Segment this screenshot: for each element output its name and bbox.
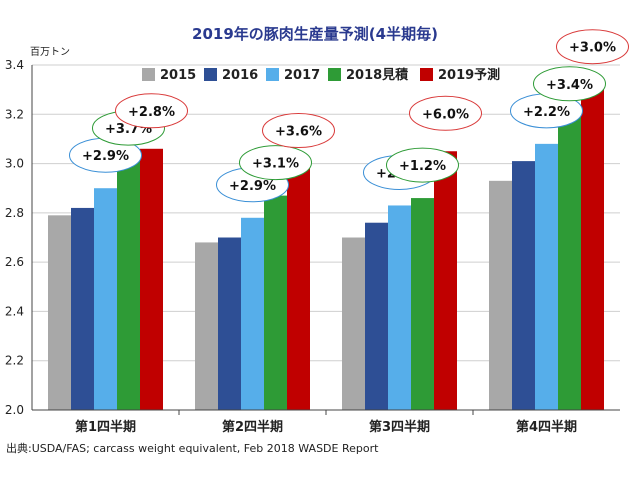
annotation-bubble xyxy=(533,66,606,102)
bar-2018見積-1 xyxy=(264,195,287,410)
y-tick-label: 3.4 xyxy=(5,58,24,72)
bar-2019予測-1 xyxy=(287,168,310,410)
y-tick-label: 3.2 xyxy=(5,107,24,121)
bar-2016-1 xyxy=(218,237,241,410)
annotations: +2.9%+3.7%+2.8%+2.9%+3.1%+3.6%+2.3%+1.2%… xyxy=(69,29,629,203)
bar-2019予測-3 xyxy=(581,84,604,410)
axes: 2.0 2.2 2.4 2.6 2.8 3.0 3.2 3.4 第1四半期 第2四半期 第3四半期 第… xyxy=(5,58,620,435)
y-axis-unit-label: 百万トン xyxy=(30,46,70,58)
annotation-label: +2.2% xyxy=(523,105,570,120)
annotation-label: +1.2% xyxy=(399,159,446,174)
annotation-label: +3.0% xyxy=(569,41,616,56)
legend-label-2019予測: 2019予測 xyxy=(438,67,500,83)
legend-label-2018見積: 2018見積 xyxy=(346,67,409,83)
legend-swatch-2017 xyxy=(266,68,279,81)
legend-swatch-2016 xyxy=(204,68,217,81)
bar-2015-1 xyxy=(195,242,218,410)
annotation-label: +3.4% xyxy=(546,78,593,93)
bar-2016-0 xyxy=(71,207,94,410)
bar-2017-1 xyxy=(241,217,264,410)
legend: 2015 2016 2017 2018見積 2019予測 xyxy=(142,67,500,83)
y-tick-label: 2.8 xyxy=(5,206,24,220)
annotation-label: +2.9% xyxy=(229,179,276,194)
y-tick-label: 2.6 xyxy=(5,255,24,269)
annotation-bubble xyxy=(409,95,482,131)
bar-2017-0 xyxy=(94,188,117,410)
legend-swatch-2019予測 xyxy=(420,68,433,81)
legend-label-2016: 2016 xyxy=(222,68,258,83)
bar-2016-2 xyxy=(365,222,388,410)
bar-2015-0 xyxy=(48,215,71,410)
annotation-bubble xyxy=(556,29,629,65)
annotation-label: +3.1% xyxy=(252,157,299,172)
bar-2017-3 xyxy=(535,143,558,410)
bar-2015-3 xyxy=(489,180,512,410)
bar-2015-2 xyxy=(342,237,365,410)
annotation-bubble xyxy=(239,145,312,181)
bar-2019予測-0 xyxy=(140,148,163,411)
y-tick-label: 3.0 xyxy=(5,157,24,171)
annotation-bubble xyxy=(386,147,459,183)
annotation-label: +2.8% xyxy=(128,105,175,120)
legend-swatch-2018見積 xyxy=(328,68,341,81)
bars xyxy=(48,84,604,411)
x-category-label: 第3四半期 xyxy=(369,419,430,435)
y-tick-label: 2.0 xyxy=(5,403,24,417)
bar-2018見積-2 xyxy=(411,198,434,410)
annotation-label: +6.0% xyxy=(422,107,469,122)
y-tick-label: 2.4 xyxy=(5,304,24,318)
x-category-label: 第1四半期 xyxy=(75,419,136,435)
legend-label-2017: 2017 xyxy=(284,68,320,83)
source-note: 出典:USDA/FAS; carcass weight equivalent, … xyxy=(6,441,379,455)
legend-swatch-2015 xyxy=(142,68,155,81)
bar-2018見積-3 xyxy=(558,116,581,410)
y-tick-label: 2.2 xyxy=(5,354,24,368)
annotation-bubble xyxy=(262,113,335,148)
bar-2016-3 xyxy=(512,161,535,410)
chart-title: 2019年の豚肉生産量予測(4半期毎) xyxy=(192,25,438,43)
legend-label-2015: 2015 xyxy=(160,68,196,83)
bar-2017-2 xyxy=(388,205,411,410)
x-category-label: 第2四半期 xyxy=(222,419,283,435)
bar-2019予測-2 xyxy=(434,151,457,410)
x-category-label: 第4四半期 xyxy=(516,419,577,435)
annotation-label: +2.9% xyxy=(82,149,129,164)
annotation-label: +3.6% xyxy=(275,125,322,140)
annotation-bubble xyxy=(115,93,188,129)
bar-2018見積-0 xyxy=(117,161,140,410)
